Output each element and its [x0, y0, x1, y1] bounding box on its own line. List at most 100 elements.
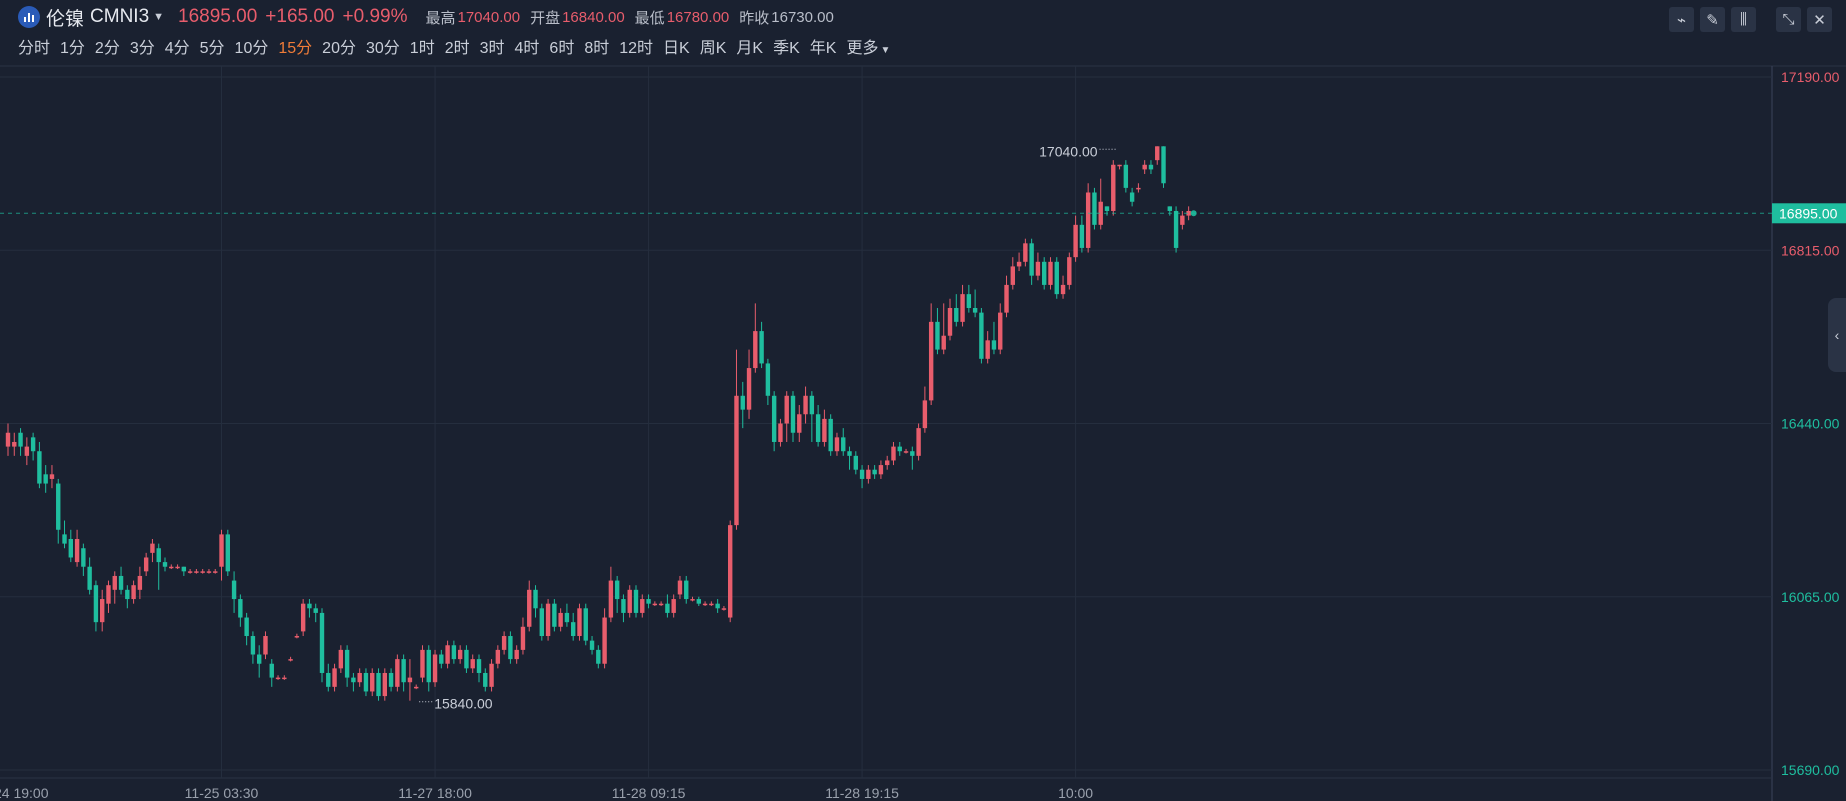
candle-body	[558, 612, 563, 627]
close-icon[interactable]: ✕	[1807, 7, 1832, 32]
timeframe-button[interactable]: 3分	[129, 40, 155, 57]
timeframe-button[interactable]: 2时	[444, 40, 470, 57]
open-label: 开盘	[530, 9, 561, 27]
candle-body	[307, 603, 312, 609]
candle-body	[539, 608, 544, 637]
candle-body	[483, 672, 488, 687]
candle-body	[1010, 266, 1015, 285]
chevron-down-icon[interactable]: ▼	[153, 11, 165, 23]
timeframe-button[interactable]: 季K	[773, 40, 800, 57]
candle-body	[319, 612, 325, 673]
candle-body	[445, 645, 450, 664]
candle-body	[935, 321, 940, 350]
timeframe-button[interactable]: 12时	[619, 40, 654, 57]
timeframe-button[interactable]: 6时	[549, 40, 575, 57]
candle-body	[1142, 164, 1147, 170]
candle-body	[527, 589, 532, 627]
timeframe-button[interactable]: 15分	[278, 40, 313, 57]
line-tool-icon[interactable]: ⌁	[1669, 7, 1694, 32]
candle-body	[489, 663, 494, 687]
x-tick-label: 24 19:00	[0, 785, 49, 801]
candle-body	[928, 321, 934, 401]
timeframe-button[interactable]: 年K	[809, 40, 837, 57]
candle-body	[916, 428, 921, 456]
candle-body	[834, 437, 840, 452]
candle-body	[300, 603, 306, 632]
timeframe-button[interactable]: 周K	[699, 40, 727, 57]
candle-body	[545, 603, 551, 637]
candle-body	[520, 626, 526, 650]
timeframe-bar: 分时 1分 2分 3分 4分 5分 10分 15分 20分 30分 1时 2时 3时 4时 6时 8时 12时日…	[18, 35, 900, 57]
candle-body	[1129, 192, 1135, 202]
candle-body	[1029, 243, 1034, 276]
candle-body	[1092, 192, 1097, 225]
timeframe-button[interactable]: 10分	[234, 40, 269, 57]
last-price-tag	[1772, 203, 1846, 224]
y-tick-label: 16065.00	[1781, 589, 1840, 605]
instrument-code[interactable]: CMNI3	[90, 6, 150, 27]
pen-icon[interactable]: ✎	[1700, 7, 1725, 32]
candle-body	[112, 575, 117, 590]
caret-down-icon: ▼	[880, 45, 891, 56]
candle-body	[979, 312, 984, 359]
candle-body	[966, 294, 972, 308]
candle-body	[30, 437, 36, 452]
candle-body	[734, 395, 739, 526]
y-tick-label: 15690.00	[1781, 762, 1840, 778]
candle-body	[24, 446, 30, 456]
timeframe-button[interactable]: 1时	[409, 40, 435, 57]
candle-body	[382, 672, 387, 697]
low-label: 最低	[634, 9, 665, 27]
candle-body	[1123, 164, 1129, 188]
panel-toggle-chevron-left-icon[interactable]: ‹	[1828, 298, 1846, 372]
x-tick-label: 11-28 19:15	[825, 785, 899, 801]
timeframe-button[interactable]: 分时	[18, 40, 51, 57]
price-change-pct: +0.99%	[342, 6, 408, 27]
timeframe-button[interactable]: 月K	[736, 40, 764, 57]
candle-body	[564, 612, 570, 623]
timeframe-button[interactable]: 20分	[322, 40, 356, 57]
timeframe-button[interactable]: 1分	[60, 40, 85, 57]
candle-body	[608, 580, 614, 618]
collapse-icon[interactable]: ⤡	[1776, 7, 1801, 32]
candle-settings-icon[interactable]: ⫼	[1731, 7, 1756, 32]
candle-body	[721, 608, 727, 610]
candle-body	[614, 580, 620, 600]
max-price-annotation: 17040.00	[1039, 143, 1098, 159]
candle-body	[420, 649, 425, 678]
timeframe-button[interactable]: 8时	[584, 40, 610, 57]
timeframe-button[interactable]: 日K	[663, 40, 690, 57]
candle-body	[1054, 261, 1059, 295]
candle-body	[93, 585, 99, 623]
timeframe-button[interactable]: 4时	[514, 40, 540, 57]
candle-body	[658, 603, 664, 606]
candle-body	[702, 603, 708, 606]
candle-body	[1104, 206, 1110, 211]
candle-body	[903, 451, 909, 453]
candle-body	[332, 668, 337, 687]
candle-body	[363, 672, 369, 692]
timeframe-button[interactable]: 2分	[94, 40, 120, 57]
candle-body	[677, 580, 683, 595]
timeframe-button[interactable]: 30分	[365, 40, 400, 57]
candle-body	[815, 414, 821, 442]
timeframe-button[interactable]: 5分	[199, 40, 225, 57]
candle-body	[231, 580, 237, 600]
candle-body	[43, 474, 48, 484]
candle-body	[853, 455, 858, 470]
candle-body	[1023, 243, 1028, 262]
candle-body	[508, 636, 513, 660]
candle-body	[156, 548, 161, 563]
candle-body	[288, 659, 293, 661]
more-timeframes-button[interactable]: 更多 ▼	[846, 34, 890, 58]
timeframe-button[interactable]: 4分	[164, 40, 190, 57]
instrument-name: 伦镍	[46, 8, 85, 30]
candle-body	[238, 599, 243, 618]
candle-body	[646, 599, 651, 604]
candle-body	[941, 335, 946, 350]
timeframe-button[interactable]: 3时	[479, 40, 505, 57]
candle-body	[514, 649, 519, 660]
candle-body	[1098, 201, 1103, 225]
candle-body	[401, 659, 406, 683]
